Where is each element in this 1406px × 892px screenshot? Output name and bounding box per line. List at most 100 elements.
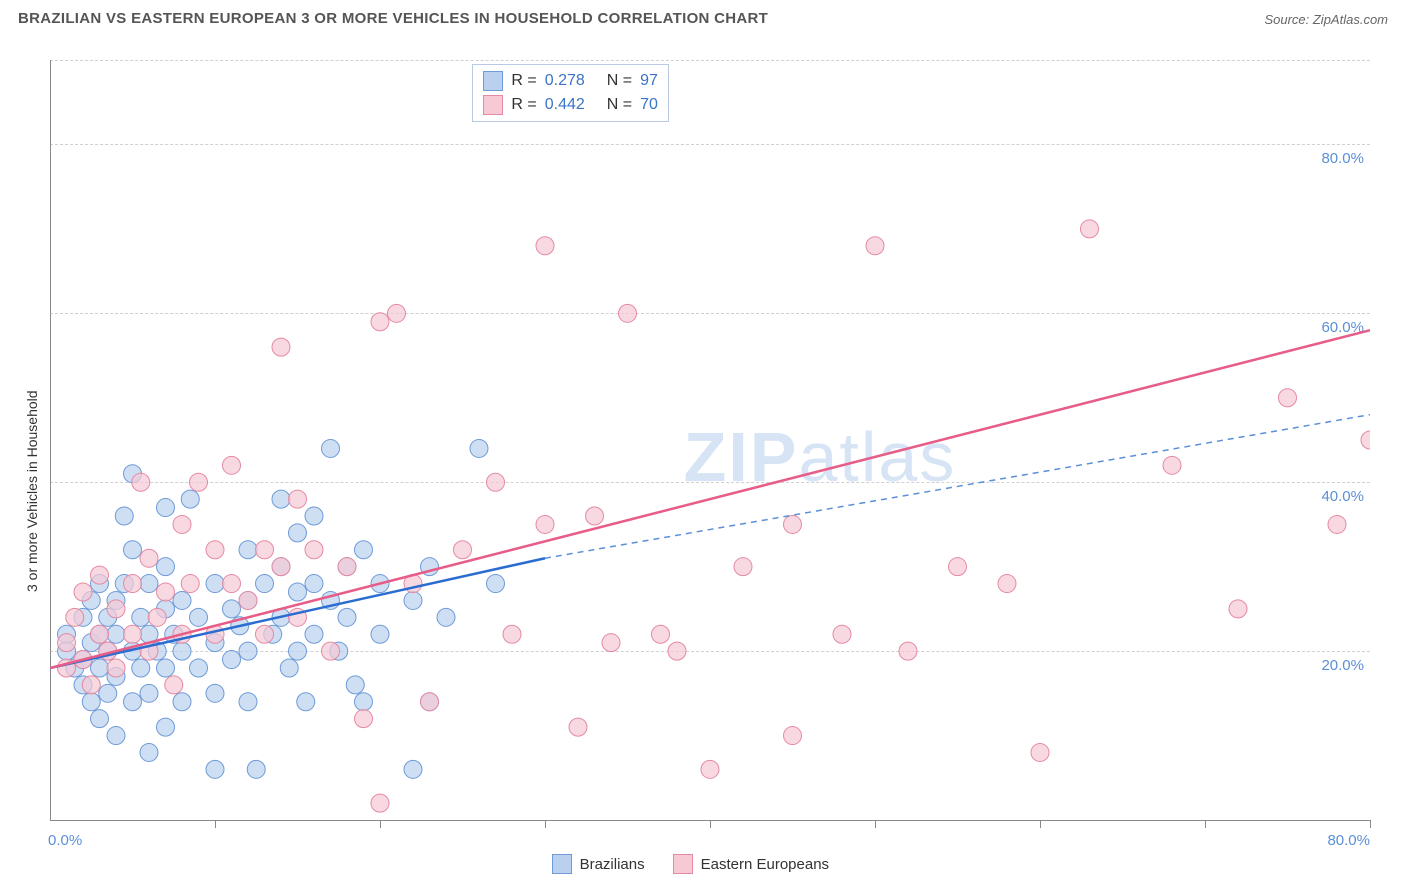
data-point (181, 490, 199, 508)
data-point (223, 456, 241, 474)
source-attribution: Source: ZipAtlas.com (1264, 12, 1388, 27)
data-point (82, 693, 100, 711)
data-point (470, 439, 488, 457)
data-point (454, 541, 472, 559)
stats-n-value: 97 (640, 72, 658, 90)
data-point (305, 541, 323, 559)
data-point (487, 575, 505, 593)
scatter-svg (50, 60, 1370, 820)
data-point (99, 684, 117, 702)
trend-line (50, 330, 1370, 668)
data-point (899, 642, 917, 660)
data-point (355, 710, 373, 728)
data-point (165, 676, 183, 694)
data-point (173, 642, 191, 660)
stats-n-value: 70 (640, 96, 658, 114)
data-point (132, 659, 150, 677)
x-tick (1040, 820, 1041, 828)
data-point (107, 625, 125, 643)
data-point (91, 625, 109, 643)
data-point (82, 676, 100, 694)
data-point (223, 575, 241, 593)
data-point (157, 718, 175, 736)
x-tick (380, 820, 381, 828)
data-point (140, 549, 158, 567)
legend-label: Brazilians (580, 856, 645, 873)
x-tick-label: 0.0% (48, 832, 82, 849)
data-point (833, 625, 851, 643)
data-point (239, 541, 257, 559)
data-point (206, 541, 224, 559)
data-point (1279, 389, 1297, 407)
data-point (949, 558, 967, 576)
data-point (74, 583, 92, 601)
legend-item-eastern-europeans: Eastern Europeans (673, 854, 829, 874)
x-tick (875, 820, 876, 828)
data-point (1163, 456, 1181, 474)
data-point (487, 473, 505, 491)
data-point (734, 558, 752, 576)
data-point (140, 684, 158, 702)
x-tick (1205, 820, 1206, 828)
data-point (239, 591, 257, 609)
data-point (91, 659, 109, 677)
stats-swatch-icon (483, 95, 503, 115)
data-point (256, 541, 274, 559)
data-point (668, 642, 686, 660)
data-point (107, 727, 125, 745)
data-point (223, 651, 241, 669)
data-point (157, 558, 175, 576)
x-tick-label: 80.0% (1327, 832, 1370, 849)
y-axis-label: 3 or more Vehicles in Household (24, 390, 40, 592)
data-point (272, 558, 290, 576)
data-point (437, 608, 455, 626)
data-point (503, 625, 521, 643)
data-point (388, 304, 406, 322)
x-tick (545, 820, 546, 828)
data-point (115, 507, 133, 525)
data-point (536, 237, 554, 255)
data-point (297, 693, 315, 711)
data-point (346, 676, 364, 694)
data-point (132, 608, 150, 626)
stats-swatch-icon (483, 71, 503, 91)
data-point (1361, 431, 1370, 449)
data-point (355, 693, 373, 711)
data-point (305, 575, 323, 593)
data-point (247, 760, 265, 778)
data-point (140, 743, 158, 761)
data-point (619, 304, 637, 322)
data-point (190, 659, 208, 677)
legend-item-brazilians: Brazilians (552, 854, 645, 874)
legend-swatch-icon (552, 854, 572, 874)
stats-key: R = (511, 96, 536, 114)
data-point (66, 608, 84, 626)
data-point (272, 338, 290, 356)
data-point (91, 566, 109, 584)
data-point (1328, 515, 1346, 533)
data-point (272, 490, 290, 508)
data-point (784, 727, 802, 745)
data-point (173, 693, 191, 711)
data-point (124, 575, 142, 593)
data-point (536, 515, 554, 533)
x-tick (215, 820, 216, 828)
data-point (239, 693, 257, 711)
data-point (338, 608, 356, 626)
data-point (784, 515, 802, 533)
data-point (124, 625, 142, 643)
data-point (206, 575, 224, 593)
legend-label: Eastern Europeans (701, 856, 829, 873)
data-point (421, 693, 439, 711)
data-point (124, 541, 142, 559)
data-point (404, 760, 422, 778)
stats-row: R =0.442N =70 (483, 93, 658, 117)
data-point (371, 794, 389, 812)
stats-r-value: 0.442 (545, 96, 585, 114)
data-point (1081, 220, 1099, 238)
data-point (1229, 600, 1247, 618)
data-point (140, 575, 158, 593)
data-point (322, 642, 340, 660)
data-point (586, 507, 604, 525)
data-point (239, 642, 257, 660)
